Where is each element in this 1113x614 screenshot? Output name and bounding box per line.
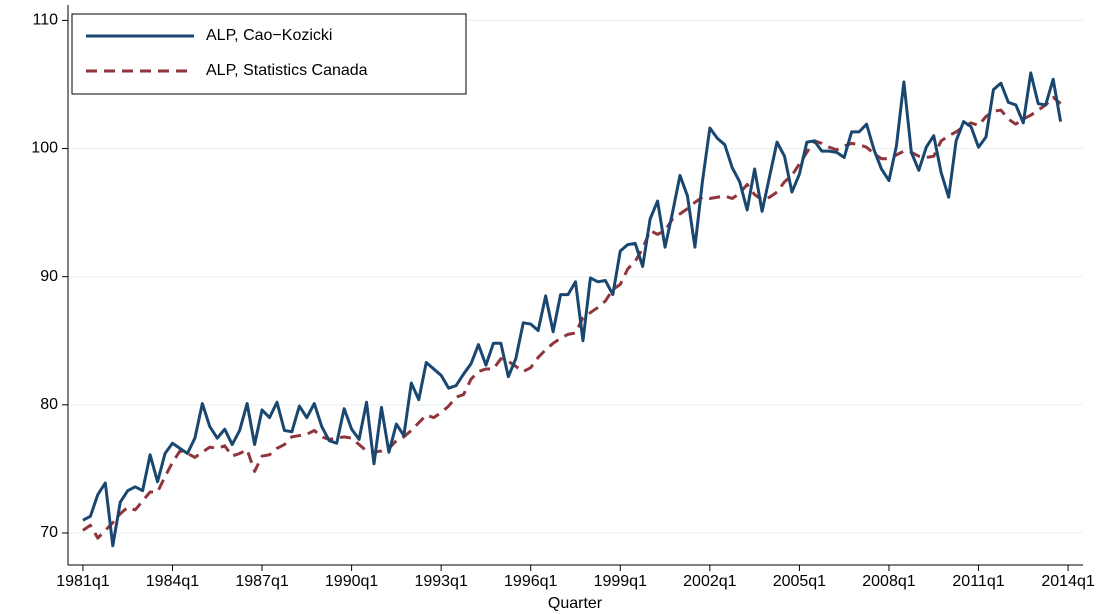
x-tick-label: 1984q1 xyxy=(146,573,199,590)
legend: ALP, Cao−Kozicki ALP, Statistics Canada xyxy=(71,13,467,95)
x-tick-label: 2014q1 xyxy=(1041,573,1094,590)
line-series xyxy=(82,71,1063,548)
y-tick-label: 70 xyxy=(40,524,58,541)
y-tick-label: 90 xyxy=(40,268,58,285)
x-tick-label: 1987q1 xyxy=(235,573,288,590)
x-tick-label: 2011q1 xyxy=(952,573,1004,590)
y-tick-label: 80 xyxy=(40,396,58,413)
x-axis-title: Quarter xyxy=(548,595,603,612)
y-tick-label: 100 xyxy=(31,140,58,157)
x-tick-label: 1981q1 xyxy=(56,573,109,590)
legend-box xyxy=(71,13,467,95)
x-tick-label: 1993q1 xyxy=(414,573,467,590)
legend-label: ALP, Cao−Kozicki xyxy=(206,27,332,44)
x-tick-label: 2008q1 xyxy=(862,573,915,590)
y-tick-label: 110 xyxy=(32,12,58,29)
legend-label: ALP, Statistics Canada xyxy=(206,62,368,79)
x-tick-label: 1996q1 xyxy=(504,573,557,590)
line-series xyxy=(82,95,1062,540)
x-tick-label: 2005q1 xyxy=(773,573,826,590)
x-tick-label: 1999q1 xyxy=(594,573,647,590)
x-tick-label: 1990q1 xyxy=(325,573,378,590)
x-tick-label: 2002q1 xyxy=(683,573,736,590)
